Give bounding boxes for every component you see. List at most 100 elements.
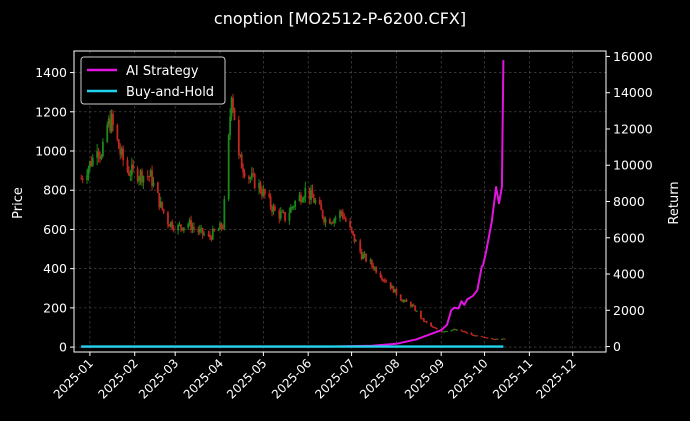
candle-body [188, 220, 191, 225]
candle-body [391, 286, 393, 289]
candle-body [156, 182, 159, 194]
candle-body [310, 190, 312, 200]
y-right-tick-label: 8000 [613, 194, 645, 209]
y-right-tick-label: 4000 [613, 267, 645, 282]
candle-body [334, 218, 337, 220]
candle-body [302, 197, 305, 201]
candle-body [268, 194, 271, 197]
candle-body [167, 212, 169, 225]
y-axis-left-label: Price [11, 187, 26, 219]
candle-body [502, 338, 505, 340]
candle-body [230, 97, 233, 117]
candle-body [308, 187, 311, 200]
candle-body [248, 176, 250, 179]
candle-body [463, 331, 466, 333]
candle-body [152, 182, 155, 186]
candle-body [203, 234, 206, 236]
candle-body [211, 228, 214, 240]
candle-body [411, 304, 414, 307]
candle-body [90, 161, 93, 166]
candle-body [461, 331, 464, 333]
candle-body [453, 329, 456, 331]
candle-body [141, 170, 143, 183]
candle-body [421, 318, 424, 320]
y-left-tick-label: 0 [59, 340, 67, 355]
candle-body [208, 234, 211, 237]
candle-body [401, 300, 404, 302]
y-axis-right-label: Return [667, 181, 682, 224]
candle-body [420, 310, 422, 319]
y-right-tick-label: 14000 [613, 85, 653, 100]
candle-body [321, 209, 324, 218]
candle-body [472, 334, 474, 336]
candle-body [288, 212, 291, 221]
candle-body [482, 336, 485, 338]
y-left-tick-label: 1400 [35, 65, 67, 80]
y-left-tick-label: 800 [43, 183, 67, 198]
candle-body [375, 267, 378, 273]
candle-body [86, 175, 88, 180]
candle-body [365, 253, 367, 262]
candle-body [328, 219, 331, 224]
y-left-tick-label: 200 [43, 300, 67, 315]
candle-body [470, 332, 473, 335]
candle-body [464, 331, 467, 333]
candle-body [425, 321, 428, 323]
candle-body [466, 332, 469, 334]
candle-body [213, 228, 216, 231]
y-right-tick-label: 10000 [613, 158, 653, 173]
candle-body [151, 170, 153, 186]
candle-body [324, 219, 327, 223]
candle-body [233, 107, 236, 121]
candle-body [476, 335, 479, 337]
candle-body [501, 338, 503, 340]
y-right-tick-label: 2000 [613, 303, 645, 318]
candle-body [112, 113, 114, 125]
candle-body [355, 240, 357, 242]
y-left-tick-label: 1200 [35, 104, 67, 119]
candle-body [490, 338, 493, 340]
candle-body [217, 229, 220, 231]
candle-body [474, 335, 477, 337]
candle-body [415, 310, 418, 312]
candle-body [289, 207, 292, 213]
candle-body [237, 120, 240, 155]
candle-body [259, 183, 262, 192]
candle-body [414, 306, 417, 311]
candle-body [249, 178, 252, 180]
candle-body [382, 279, 385, 281]
candle-body [435, 328, 438, 330]
candle-body [191, 226, 194, 230]
return-lines [81, 60, 505, 348]
candle-body [171, 221, 174, 229]
candle-body [402, 300, 405, 302]
candle-body [278, 210, 281, 219]
candle-body [292, 206, 295, 208]
candle-body [181, 227, 184, 231]
candle-body [344, 218, 347, 222]
candle-body [110, 113, 113, 132]
candle-body [232, 97, 234, 108]
candle-body [168, 224, 171, 227]
candle-body [349, 221, 352, 228]
y-left-tick-label: 400 [43, 261, 67, 276]
candle-body [389, 282, 392, 289]
candle-body [480, 335, 483, 337]
candle-body [220, 223, 223, 229]
candle-body [219, 223, 221, 230]
candle-body [281, 211, 284, 213]
candle-body [370, 260, 373, 266]
candle-body [444, 331, 447, 333]
candle-body [350, 227, 353, 232]
candle-body [116, 124, 119, 140]
candle-body [162, 209, 165, 213]
candle-body [272, 206, 275, 212]
candle-body [139, 170, 142, 179]
candle-body [503, 338, 506, 340]
candle-body [369, 260, 372, 262]
candle-body [313, 197, 315, 203]
candle-body [493, 339, 496, 341]
candle-body [128, 171, 130, 176]
candle-body [433, 327, 435, 329]
